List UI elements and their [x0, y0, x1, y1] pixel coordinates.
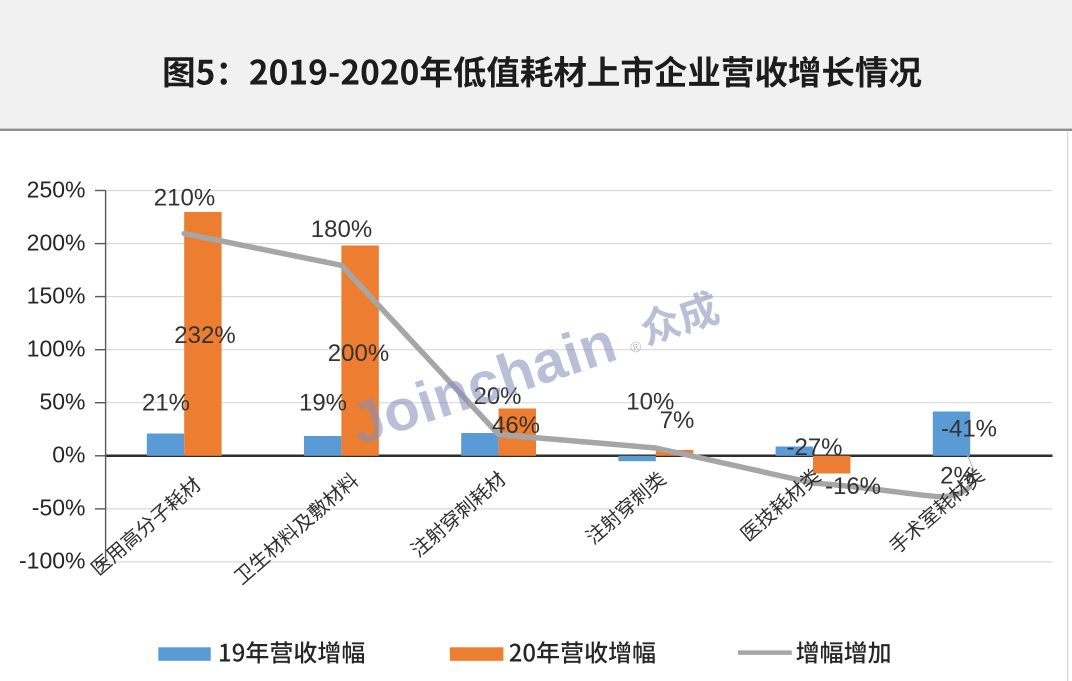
svg-text:-16%: -16%: [825, 473, 881, 500]
svg-text:20%: 20%: [473, 383, 521, 410]
svg-text:46%: 46%: [492, 412, 540, 439]
svg-text:10%: 10%: [626, 389, 674, 416]
svg-text:-50%: -50%: [32, 495, 86, 521]
svg-text:150%: 150%: [27, 282, 86, 308]
svg-text:250%: 250%: [27, 176, 86, 202]
svg-text:19%: 19%: [299, 390, 347, 417]
svg-text:-100%: -100%: [19, 548, 85, 574]
svg-text:232%: 232%: [174, 322, 235, 349]
svg-text:180%: 180%: [311, 216, 372, 243]
svg-text:-41%: -41%: [941, 416, 997, 443]
svg-text:50%: 50%: [39, 389, 85, 415]
svg-text:210%: 210%: [154, 185, 215, 212]
svg-text:200%: 200%: [27, 229, 86, 255]
svg-text:®: ®: [628, 338, 644, 358]
svg-text:-27%: -27%: [786, 434, 842, 461]
svg-text:200%: 200%: [328, 340, 389, 367]
svg-text:7%: 7%: [660, 407, 695, 434]
svg-text:0%: 0%: [52, 442, 85, 468]
svg-text:21%: 21%: [142, 390, 190, 417]
svg-text:100%: 100%: [27, 336, 86, 362]
